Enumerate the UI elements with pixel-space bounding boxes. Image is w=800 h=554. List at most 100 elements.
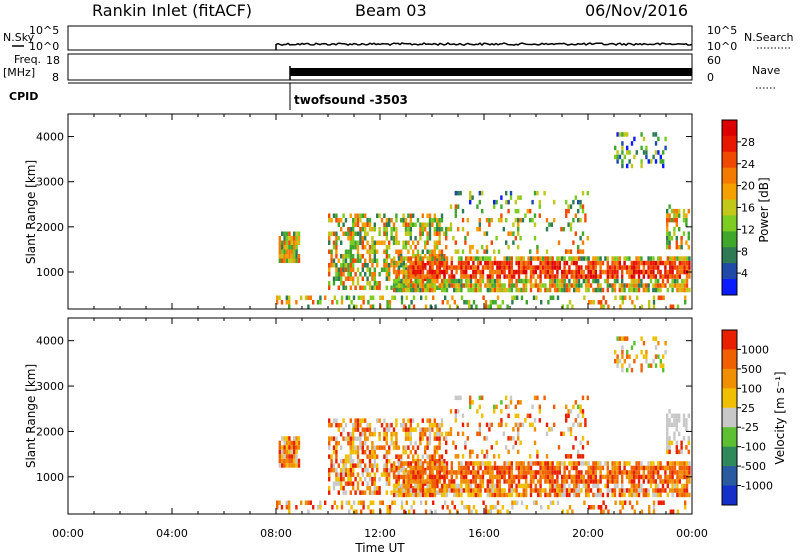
heatmap-cell [344,249,348,254]
heatmap-cell [453,488,456,493]
heatmap-cell [421,427,424,432]
heatmap-cell [429,260,432,266]
heatmap-cell [412,470,415,475]
heatmap-cell [469,190,472,196]
heatmap-cell [613,269,617,275]
heatmap-cell [519,440,522,446]
heatmap-cell [587,256,590,261]
heatmap-cell [407,492,410,498]
heatmap-cell [501,287,504,293]
heatmap-cell [395,479,398,484]
heatmap-cell [472,265,475,270]
heatmap-cell [391,500,394,505]
heatmap-cell [505,470,509,475]
heatmap-cell [404,422,408,428]
heatmap-cell [400,500,404,505]
heatmap-cell [373,472,376,477]
colorbar-tick-label: 12 [741,223,755,236]
heatmap-cell [397,488,401,493]
heatmap-cell [599,269,602,275]
heatmap-cell [431,283,434,288]
heatmap-cell [368,267,372,272]
heatmap-cell [417,256,420,261]
y-tick-label: 1000 [36,266,64,279]
heatmap-cell [344,490,348,495]
heatmap-cell [509,190,513,196]
heatmap-cell [534,483,537,489]
heatmap-cell [541,465,545,471]
heatmap-cell [623,461,626,466]
heatmap-cell [474,287,477,293]
heatmap-cell [293,231,296,236]
heatmap-cell [354,240,357,245]
heatmap-cell [628,470,631,475]
heatmap-cell [405,269,408,275]
heatmap-cell [383,445,386,450]
heatmap-cell [645,150,648,155]
heatmap-cell [466,231,469,236]
heatmap-cell [503,461,506,466]
heatmap-cell [332,445,336,450]
heatmap-cell [652,488,655,493]
heatmap-cell [659,283,662,288]
heatmap-cell [654,336,658,341]
heatmap-cell [361,427,364,432]
heatmap-cell [288,231,291,236]
heatmap-cell [493,256,497,261]
heatmap-cell [568,269,571,275]
heatmap-cell [438,427,441,432]
heatmap-cell [402,445,405,450]
heatmap-cell [433,245,436,250]
heatmap-cell [577,470,581,475]
heatmap-cell [633,136,636,142]
heatmap-cell [330,467,333,473]
heatmap-cell [666,287,669,293]
heatmap-cell [561,483,564,489]
heatmap-cell [460,260,463,266]
heatmap-cell [525,283,528,288]
heatmap-cell [496,509,500,514]
heatmap-cell [421,283,425,288]
heatmap-cell [515,492,518,498]
heatmap-cell [563,283,566,288]
heatmap-cell [344,254,348,259]
heatmap-cell [640,304,644,309]
heatmap-cell [366,472,369,477]
heatmap-cell [481,244,484,250]
heatmap-cell [436,265,439,270]
heatmap-cell [597,300,600,305]
heatmap-cell [580,470,583,475]
heatmap-cell [388,472,391,477]
heatmap-cell [553,479,557,484]
heatmap-cell [538,418,541,423]
heatmap-cell [580,488,583,493]
heatmap-cell [537,461,540,466]
heatmap-cell [606,465,609,471]
heatmap-cell [548,427,551,432]
heatmap-cell [508,479,511,484]
heatmap-cell [666,274,669,279]
heatmap-cell [678,449,681,455]
heatmap-cell [466,217,469,223]
heatmap-cell [371,227,374,232]
heatmap-cell [606,274,609,279]
heatmap-cell [534,488,537,493]
heatmap-cell [649,461,653,466]
heatmap-cell [429,278,432,284]
heatmap-cell [465,465,468,471]
heatmap-cell [594,461,597,466]
heatmap-cell [424,492,427,498]
heatmap-cell [436,218,439,223]
heatmap-cell [687,440,690,446]
heatmap-cell [417,465,420,471]
heatmap-cell [421,213,424,218]
heatmap-cell [529,274,533,279]
heatmap-cell [597,461,600,466]
heatmap-cell [662,150,665,155]
heatmap-cell [681,256,684,261]
heatmap-cell [360,304,363,309]
heatmap-cell [456,509,459,514]
heatmap-cell [412,287,415,293]
heatmap-cell [489,269,492,275]
heatmap-cell [565,199,568,205]
